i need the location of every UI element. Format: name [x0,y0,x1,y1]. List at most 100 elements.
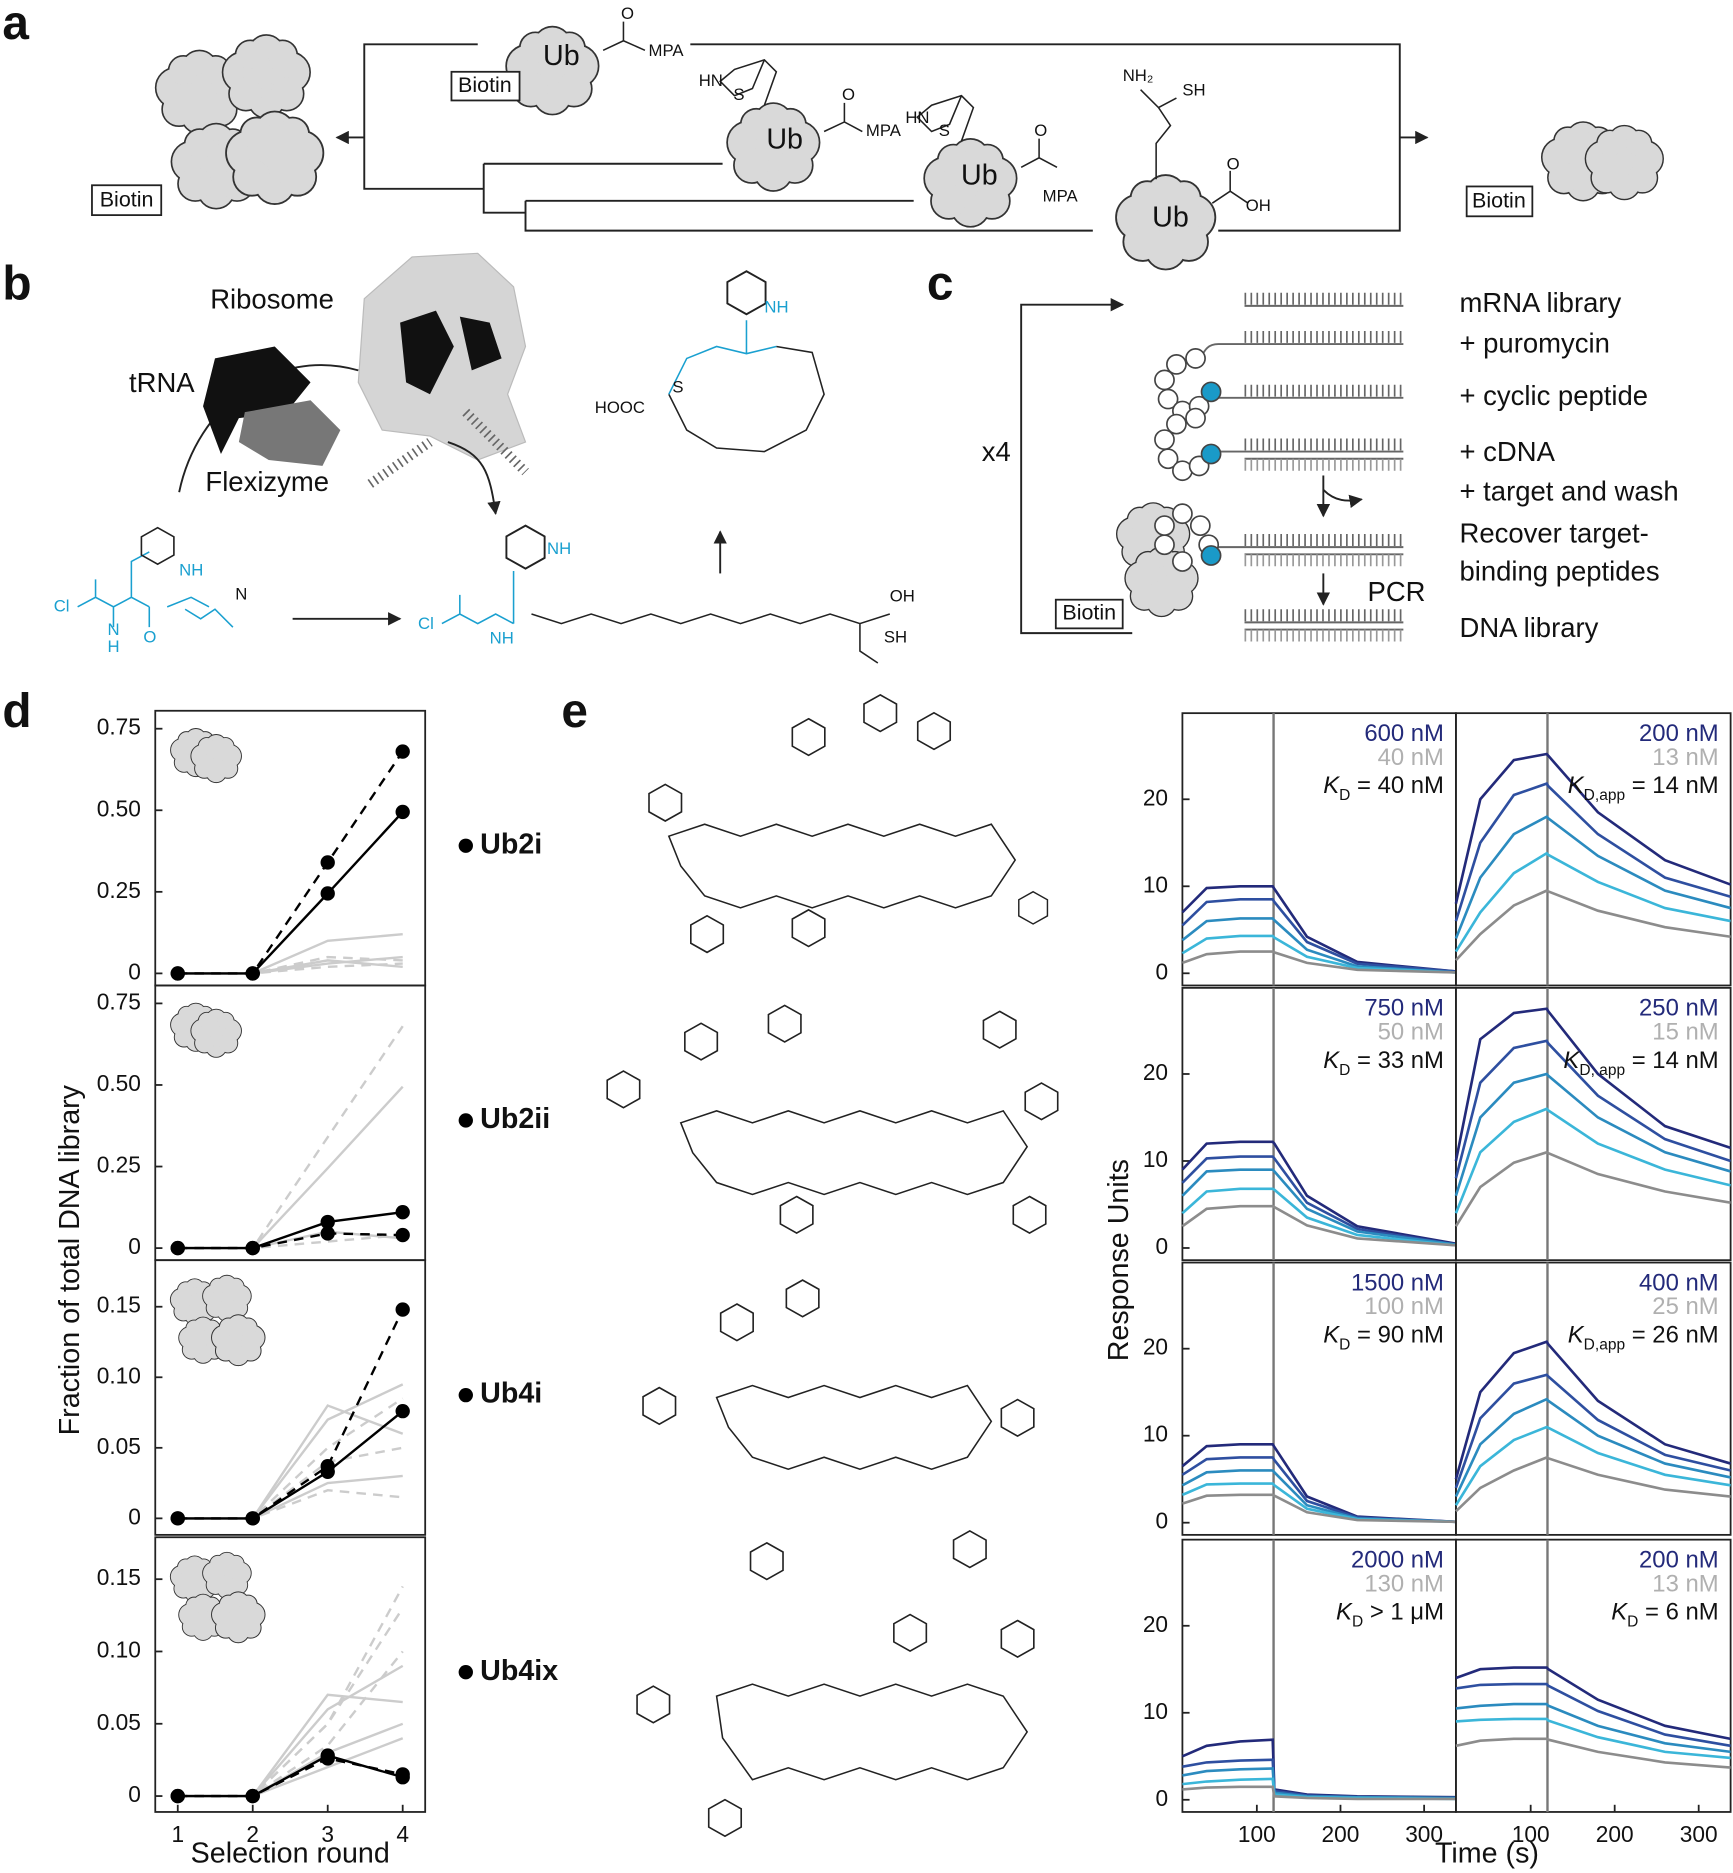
shape [642,1386,677,1425]
conc-high-label: 200 nM [1639,720,1719,747]
ub-label: Ub [1152,201,1189,233]
atom-label: HOOC [595,398,645,417]
shape [767,1004,802,1043]
conc-high-label: 600 nM [1364,720,1444,747]
data-point [320,1458,335,1474]
ribosome-label: Ribosome [210,283,334,314]
panel-c: x4 Biotin PCR mRNA library + puromycin +… [982,287,1679,643]
kd-subscript: D,app [1584,1336,1625,1353]
pathway-line [690,43,1427,232]
y-tick-label: 0.50 [97,1070,141,1096]
bond [668,320,777,395]
bond [531,613,891,664]
strands [1199,292,1404,642]
y-tick-label: 0 [1155,1508,1168,1534]
ubiquitin-blob [210,1591,266,1644]
biotin-box [450,70,521,102]
kd-subscript: D [1627,1613,1638,1630]
step-label: mRNA library [1459,287,1621,318]
shape [648,783,683,822]
arrow [1322,489,1363,508]
data-point [395,1227,410,1243]
kd-subscript: D, app [1579,1062,1625,1079]
biotin-label: Biotin [458,73,512,97]
y-tick-label: 20 [1143,1611,1168,1637]
y-tick-label: 20 [1143,784,1168,810]
data-point [245,1788,260,1804]
panel-label: c [927,257,954,310]
series-line [1454,1397,1731,1498]
conc-low-label: 100 nM [1364,1293,1444,1320]
series-line [177,1210,403,1250]
y-tick-label: 0 [128,958,141,984]
data-point [320,1226,335,1241]
shape [715,1384,993,1470]
y-axis-label: Fraction of total DNA library [54,1084,86,1435]
ub-label: Ub [543,40,580,72]
kd-label: KD, app = 14 nM [1563,1047,1718,1078]
series-line [177,1754,404,1798]
atom-label: OH [890,587,915,606]
mpa-label: MPA [1043,187,1079,206]
shape [779,1195,814,1234]
atom-label: O [621,4,634,23]
series-line [1181,917,1456,974]
cycle-line [1020,298,1133,635]
series-line [177,811,404,975]
y-tick-label: 0.10 [97,1362,141,1388]
shape [863,694,898,733]
step-label: DNA library [1459,612,1598,643]
y-tick-label: 0.25 [97,1152,141,1178]
shape [684,1022,719,1061]
plot-frame [1455,712,1732,987]
data-point [245,1240,260,1256]
shape [1185,407,1206,429]
shape [689,915,725,954]
data-point [170,966,185,981]
indole-ring [505,524,546,570]
mrna-strand [367,438,433,488]
shape [1218,450,1404,460]
flexizyme-label: Flexizyme [205,466,329,497]
shape [1189,515,1211,537]
data-point [320,1751,335,1766]
y-tick-label: 0.10 [97,1636,141,1662]
trna-label: tRNA [129,367,195,398]
conc-high-label: 400 nM [1639,1269,1719,1296]
step-label: binding peptides [1459,556,1659,587]
conc-high-label: 750 nM [1364,995,1444,1022]
plot-frame [1455,1261,1732,1536]
kd-symbol: K [1563,1047,1580,1074]
atom-label: O [842,85,855,104]
y-tick-label: 0 [1155,1233,1168,1259]
atom-label: N [235,584,247,603]
x-tick-label: 3 [321,1821,334,1847]
plot: 0 0.25 0.50 0.75 Ub2i [97,709,542,987]
atom-label: NH [547,539,571,558]
series-line [1454,1340,1731,1480]
atom-label: S [939,121,950,140]
x-axis-label: Selection round [191,1838,390,1870]
atom-label: NH [490,629,514,648]
step-label: + puromycin [1459,328,1609,359]
kd-symbol: K [1323,1322,1340,1349]
conc-low-label: 25 nM [1652,1293,1718,1320]
series-line [1455,1456,1731,1513]
shape [1000,1398,1035,1437]
x-tick-label: 300 [1680,1821,1718,1847]
atom-label: O [143,627,156,646]
plot-frame [1455,1538,1732,1813]
y-tick-label: 0.75 [97,988,141,1014]
legend-dot [458,1665,473,1680]
atom-label: NH₂ [1123,66,1154,85]
shape [791,717,826,757]
shape [1012,1195,1047,1234]
step-label: Recover target- [1459,517,1648,548]
flexizyme-shape [238,400,341,466]
kd-value: = 14 nM [1625,1047,1719,1074]
series-line [1455,1682,1731,1748]
plot: 0 0.05 0.10 0.15 1 2 3 4 Ub4ix [97,1536,558,1847]
shape [606,1070,641,1109]
